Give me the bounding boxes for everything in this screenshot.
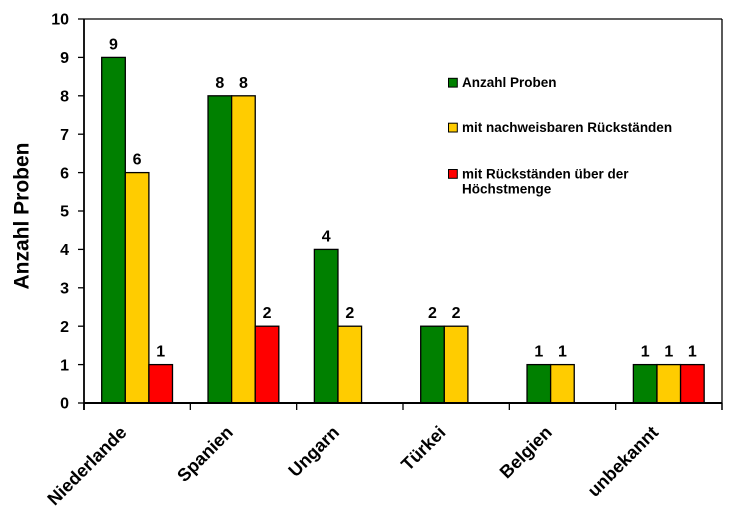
svg-text:2: 2 <box>60 319 69 336</box>
svg-text:4: 4 <box>60 242 69 259</box>
svg-text:0: 0 <box>60 396 69 413</box>
svg-text:4: 4 <box>322 228 331 245</box>
svg-text:mit Rückständen über der: mit Rückständen über der <box>462 166 629 181</box>
svg-text:7: 7 <box>60 127 69 144</box>
svg-text:Anzahl Proben: Anzahl Proben <box>11 142 34 289</box>
svg-text:2: 2 <box>263 305 272 322</box>
svg-text:10: 10 <box>51 12 69 29</box>
svg-text:Höchstmenge: Höchstmenge <box>462 182 552 197</box>
svg-text:9: 9 <box>109 36 118 53</box>
svg-text:1: 1 <box>534 344 543 361</box>
svg-text:2: 2 <box>345 305 354 322</box>
svg-text:8: 8 <box>215 75 224 92</box>
svg-text:1: 1 <box>558 344 567 361</box>
svg-text:8: 8 <box>239 75 248 92</box>
svg-text:6: 6 <box>133 152 142 169</box>
svg-text:mit nachweisbaren Rückständen: mit nachweisbaren Rückständen <box>462 120 672 135</box>
svg-text:3: 3 <box>60 281 69 298</box>
svg-text:1: 1 <box>156 344 165 361</box>
svg-text:1: 1 <box>688 344 697 361</box>
svg-text:8: 8 <box>60 89 69 106</box>
svg-text:Anzahl Proben: Anzahl Proben <box>462 75 557 90</box>
svg-text:9: 9 <box>60 50 69 67</box>
svg-text:5: 5 <box>60 204 69 221</box>
svg-text:2: 2 <box>452 305 461 322</box>
svg-text:6: 6 <box>60 165 69 182</box>
svg-text:1: 1 <box>664 344 673 361</box>
svg-text:2: 2 <box>428 305 437 322</box>
svg-text:1: 1 <box>641 344 650 361</box>
svg-text:1: 1 <box>60 357 69 374</box>
